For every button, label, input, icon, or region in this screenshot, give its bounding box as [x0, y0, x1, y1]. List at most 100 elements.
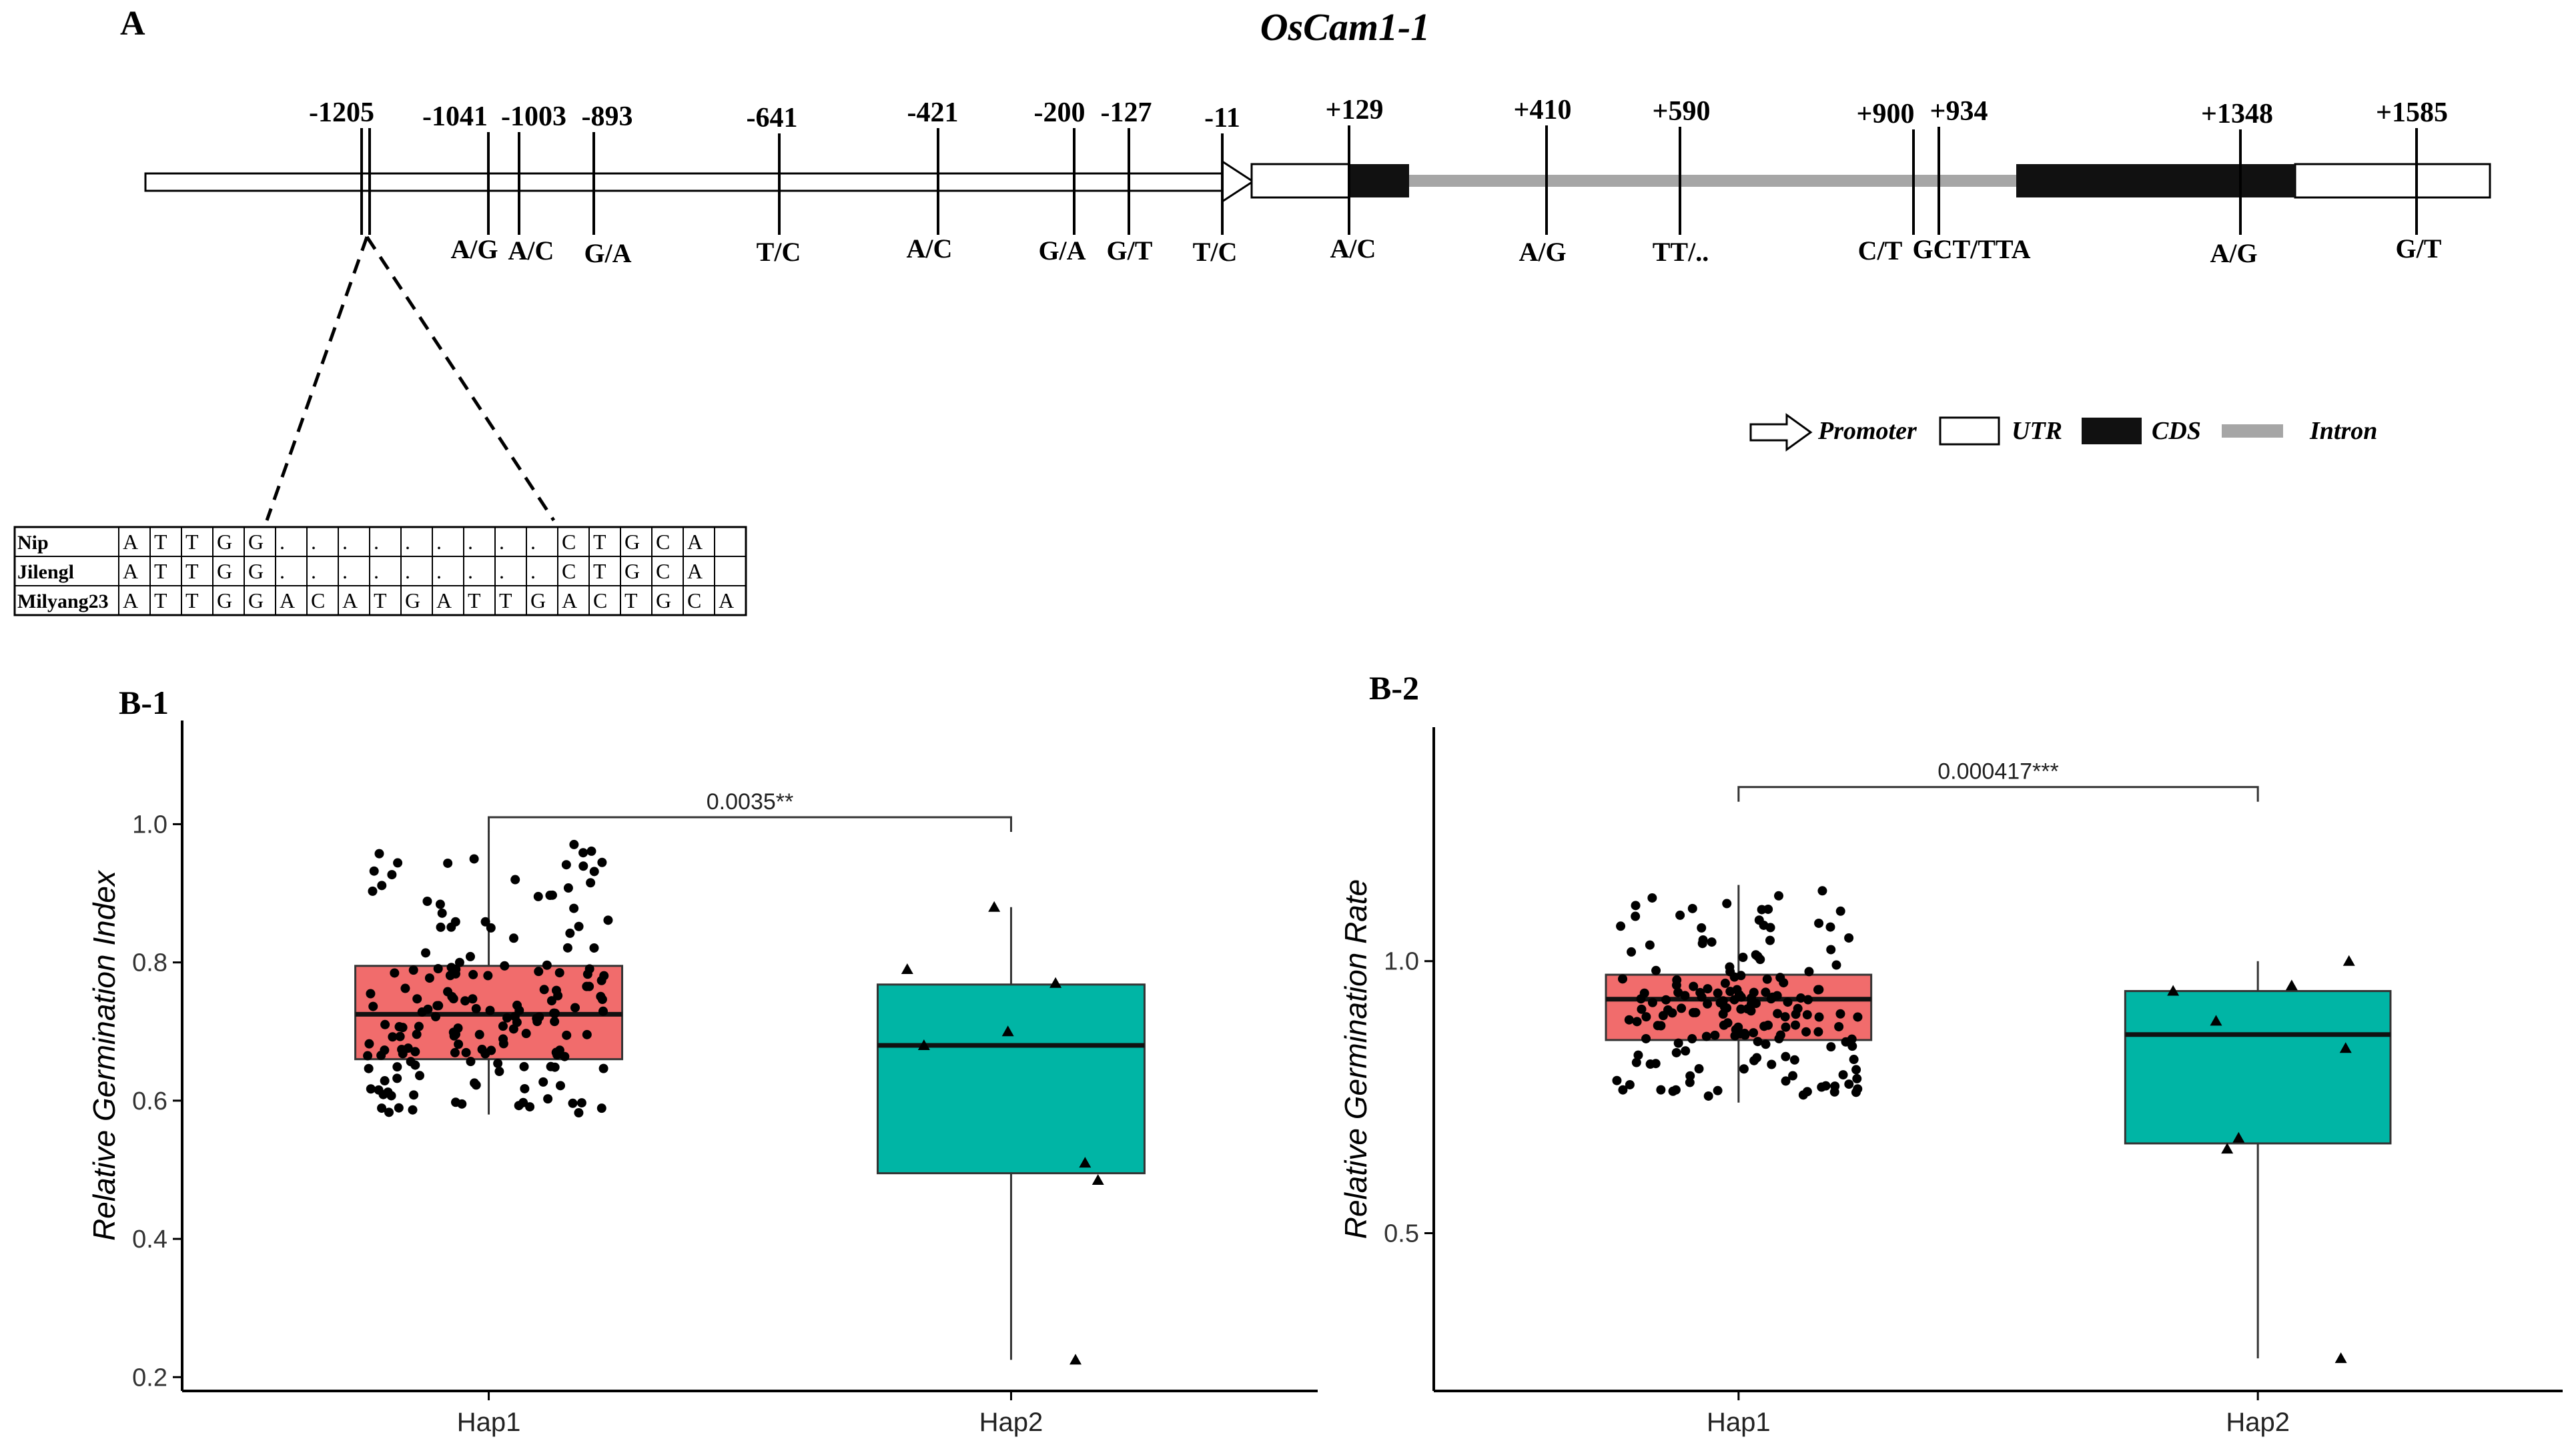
data-point-circle: [510, 875, 520, 885]
data-point-circle: [561, 860, 571, 870]
snp-position-label: +1348: [2201, 99, 2273, 129]
y-tick-label: 1.0: [132, 811, 167, 839]
data-point-circle: [1814, 1012, 1824, 1022]
data-point-circle: [377, 881, 387, 891]
data-point-circle: [1627, 947, 1637, 957]
data-point-circle: [364, 1063, 374, 1073]
data-point-circle: [539, 985, 549, 995]
snp-allele-label: T/C: [1193, 237, 1238, 267]
snp-allele-label: A/C: [907, 233, 953, 264]
alignment-base: .: [530, 559, 536, 583]
data-point-circle: [1817, 886, 1827, 896]
legend-utr-label: UTR: [2012, 417, 2062, 445]
data-point-circle: [388, 1032, 398, 1042]
alignment-base: .: [280, 530, 285, 554]
data-point-circle: [451, 964, 461, 974]
y-tick-label: 0.4: [132, 1226, 167, 1254]
data-point-circle: [374, 1085, 384, 1095]
box-hap2: [2124, 990, 2392, 1145]
data-point-circle: [570, 1003, 580, 1013]
data-point-triangle: [1001, 1025, 1014, 1037]
data-point-circle: [449, 1031, 459, 1041]
data-point-circle: [1645, 940, 1655, 950]
data-point-circle: [1663, 1005, 1673, 1015]
data-point-circle: [1781, 1076, 1791, 1086]
alignment-base: C: [687, 588, 701, 612]
data-point-circle: [392, 1062, 402, 1072]
alignment-base: A: [687, 559, 703, 583]
alignment-base: .: [311, 559, 316, 583]
panel-a-label: A: [120, 5, 145, 43]
data-point-circle: [493, 1059, 503, 1069]
y-axis-label: Relative Germination Index: [87, 869, 121, 1241]
snp-allele-label: G/T: [1107, 235, 1153, 266]
utr-5-box: [1250, 163, 1350, 199]
data-point-circle: [400, 983, 410, 993]
data-point-circle: [1723, 1018, 1733, 1028]
data-point-circle: [1844, 933, 1854, 943]
data-point-circle: [1722, 899, 1732, 909]
data-point-circle: [1618, 974, 1628, 984]
data-point-circle: [1847, 1034, 1857, 1044]
snp-position-label: -1003: [501, 101, 566, 132]
data-point-circle: [1759, 920, 1769, 930]
data-point-circle: [578, 848, 588, 858]
snp-allele-label: T/C: [757, 237, 801, 267]
data-point-circle: [1685, 1071, 1695, 1081]
data-point-circle: [498, 1021, 508, 1031]
data-point-circle: [1767, 1059, 1777, 1069]
alignment-base: .: [530, 530, 536, 554]
data-point-circle: [1798, 1090, 1808, 1100]
alignment-base: T: [185, 559, 199, 583]
y-tick-label: 0.2: [132, 1364, 167, 1392]
snp-position-label: +934: [1930, 96, 1988, 127]
data-point-circle: [520, 1083, 530, 1093]
data-point-circle: [1720, 978, 1730, 988]
alignment-base: G: [405, 588, 420, 612]
data-point-circle: [534, 967, 544, 977]
data-point-circle: [384, 1107, 394, 1117]
zoom-line-left: [265, 236, 369, 521]
alignment-base: .: [311, 530, 316, 554]
data-point-circle: [1688, 1007, 1698, 1017]
data-point-circle: [1814, 985, 1824, 995]
data-point-circle: [369, 866, 379, 876]
data-point-circle: [1707, 937, 1717, 947]
gene-name: OsCam1-1: [1260, 5, 1430, 49]
data-point-circle: [1718, 1009, 1728, 1019]
data-point-circle: [1703, 999, 1713, 1009]
data-point-circle: [1753, 1037, 1763, 1047]
data-point-circle: [393, 858, 403, 868]
data-point-circle: [574, 1108, 584, 1118]
data-point-circle: [1685, 1077, 1695, 1087]
alignment-base: T: [624, 588, 638, 612]
data-point-circle: [1637, 1004, 1647, 1014]
data-point-circle: [1767, 992, 1777, 1002]
data-point-circle: [409, 1090, 419, 1100]
data-point-circle: [1645, 1059, 1655, 1069]
data-point-circle: [1631, 911, 1641, 921]
data-point-circle: [582, 1029, 592, 1039]
data-point-circle: [519, 1061, 529, 1071]
data-point-circle: [1751, 999, 1761, 1009]
data-point-circle: [562, 1030, 572, 1040]
structure-legend: Promoter UTR CDS Intron: [1749, 413, 2377, 452]
alignment-base: A: [719, 588, 734, 612]
data-point-circle: [1804, 967, 1814, 977]
data-point-circle: [1803, 995, 1813, 1005]
snp-position-label: -421: [907, 97, 959, 128]
data-point-circle: [1853, 1012, 1863, 1022]
data-point-circle: [1834, 1021, 1844, 1031]
legend-promoter-icon: [1749, 413, 1813, 452]
data-point-circle: [584, 981, 594, 991]
data-point-triangle: [1092, 1173, 1104, 1185]
data-point-circle: [1687, 903, 1697, 913]
panel-label: B-1: [119, 684, 169, 721]
data-point-circle: [1631, 901, 1641, 911]
data-point-circle: [410, 1047, 420, 1057]
data-point-circle: [412, 994, 422, 1004]
data-point-circle: [562, 943, 572, 953]
data-point-circle: [450, 1047, 460, 1057]
